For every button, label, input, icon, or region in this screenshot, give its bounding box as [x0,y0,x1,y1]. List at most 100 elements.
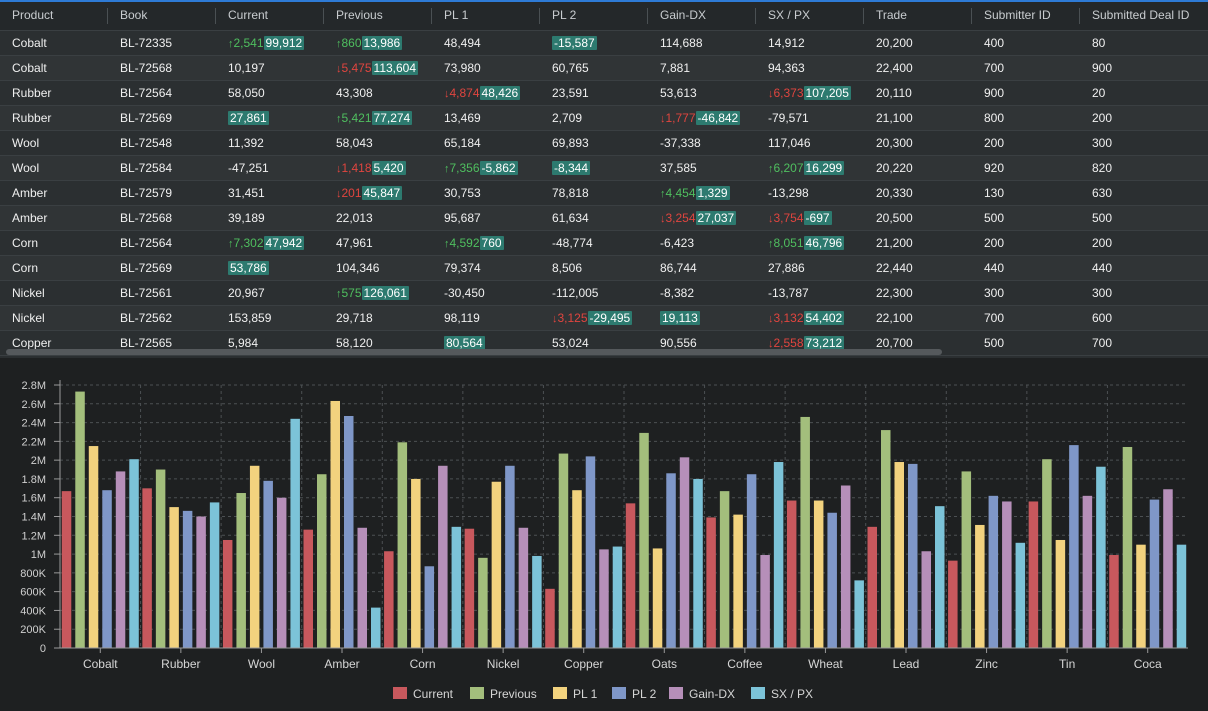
legend-swatch[interactable] [669,687,683,699]
cell-previous[interactable]: ↑5,421 77,274 [324,106,432,130]
cell-book[interactable]: BL-72564 [120,236,173,250]
cell-pl2[interactable]: 23,591 [540,81,648,105]
cell-gain[interactable]: ↓1,777 -46,842 [648,106,756,130]
cell-gain[interactable]: 90,556 [648,331,756,355]
cell-sxpx[interactable]: 14,912 [756,31,864,55]
cell-product[interactable]: Cobalt [12,61,47,75]
table-row[interactable]: Amber BL-72579 31,451 ↓201 45,847 30,753 78,81… [0,181,1208,206]
cell-book[interactable]: BL-72568 [120,211,173,225]
cell-gain[interactable]: ↑4,454 1,329 [648,181,756,205]
cell-previous[interactable]: ↑860 13,986 [324,31,432,55]
cell-book[interactable]: BL-72569 [120,261,173,275]
cell-pl1[interactable]: 65,184 [432,131,540,155]
cell-trade[interactable]: 22,400 [876,61,913,75]
column-separator[interactable] [323,8,324,24]
cell-previous[interactable]: 58,043 [324,131,432,155]
cell-pl1[interactable]: 95,687 [432,206,540,230]
legend-label[interactable]: Gain-DX [689,687,735,701]
cell-trade[interactable]: 20,300 [876,136,913,150]
cell-gain[interactable]: 114,688 [648,31,756,55]
column-header-submitted-deal-id[interactable]: Submitted Deal ID [1092,8,1190,22]
cell-current[interactable]: ↑2,541 99,912 [216,31,324,55]
table-row[interactable]: Rubber BL-72569 27,861 ↑5,421 77,274 13,469 2,… [0,106,1208,131]
cell-product[interactable]: Corn [12,261,39,275]
cell-pl2[interactable]: 60,765 [540,56,648,80]
legend-label[interactable]: PL 1 [573,687,598,701]
cell-previous[interactable]: ↑575 126,061 [324,281,432,305]
cell-deal[interactable]: 900 [1092,61,1113,75]
cell-book[interactable]: BL-72565 [120,336,173,350]
cell-sxpx[interactable]: -13,298 [756,181,864,205]
cell-sxpx[interactable]: 94,363 [756,56,864,80]
column-header-pl-2[interactable]: PL 2 [552,8,577,22]
table-row[interactable]: Nickel BL-72561 20,967 ↑575 126,061 -30,450 -1… [0,281,1208,306]
cell-current[interactable]: 5,984 [216,331,324,355]
cell-trade[interactable]: 20,500 [876,211,913,225]
column-header-trade[interactable]: Trade [876,8,907,22]
cell-previous[interactable]: 22,013 [324,206,432,230]
cell-trade[interactable]: 21,100 [876,111,913,125]
cell-sxpx[interactable]: -79,571 [756,106,864,130]
legend-label[interactable]: Current [413,687,454,701]
table-row[interactable]: Corn BL-72564 ↑7,302 47,942 47,961 ↑4,592 760-… [0,231,1208,256]
cell-pl2[interactable]: -48,774 [540,231,648,255]
cell-current[interactable]: 153,859 [216,306,324,330]
cell-submitter[interactable]: 920 [984,161,1005,175]
cell-product[interactable]: Copper [12,336,52,350]
cell-deal[interactable]: 630 [1092,186,1113,200]
column-header-submitter-id[interactable]: Submitter ID [984,8,1051,22]
cell-pl1[interactable]: ↑4,592 760 [432,231,540,255]
cell-book[interactable]: BL-72564 [120,86,173,100]
cell-submitter[interactable]: 900 [984,86,1005,100]
cell-trade[interactable]: 22,100 [876,311,913,325]
cell-sxpx[interactable]: ↓3,754 -697 [756,206,864,230]
cell-submitter[interactable]: 500 [984,336,1005,350]
cell-gain[interactable]: 86,744 [648,256,756,280]
cell-pl1[interactable]: ↑7,356 -5,862 [432,156,540,180]
cell-product[interactable]: Amber [12,186,48,200]
cell-deal[interactable]: 20 [1092,86,1106,100]
cell-current[interactable]: 10,197 [216,56,324,80]
cell-pl2[interactable]: 69,893 [540,131,648,155]
cell-current[interactable]: 11,392 [216,131,324,155]
cell-gain[interactable]: 19,113 [648,306,756,330]
cell-pl2[interactable]: 8,506 [540,256,648,280]
cell-trade[interactable]: 20,330 [876,186,913,200]
cell-submitter[interactable]: 440 [984,261,1005,275]
cell-previous[interactable]: ↓201 45,847 [324,181,432,205]
cell-pl1[interactable]: ↓4,874 48,426 [432,81,540,105]
cell-previous[interactable]: 29,718 [324,306,432,330]
cell-book[interactable]: BL-72568 [120,61,173,75]
cell-submitter[interactable]: 200 [984,136,1005,150]
cell-pl2[interactable]: 53,024 [540,331,648,355]
legend-swatch[interactable] [553,687,567,699]
cell-previous[interactable]: 58,120 [324,331,432,355]
cell-current[interactable]: 39,189 [216,206,324,230]
table-row[interactable]: Cobalt BL-72335 ↑2,541 99,912 ↑860 13,986 48,4… [0,31,1208,56]
cell-product[interactable]: Wool [12,136,40,150]
cell-product[interactable]: Cobalt [12,36,47,50]
cell-pl2[interactable]: 2,709 [540,106,648,130]
cell-trade[interactable]: 21,200 [876,236,913,250]
cell-pl1[interactable]: 79,374 [432,256,540,280]
cell-pl1[interactable]: 30,753 [432,181,540,205]
cell-deal[interactable]: 200 [1092,236,1113,250]
cell-previous[interactable]: 104,346 [324,256,432,280]
column-header-current[interactable]: Current [228,8,269,22]
cell-trade[interactable]: 22,440 [876,261,913,275]
cell-sxpx[interactable]: 27,886 [756,256,864,280]
cell-submitter[interactable]: 800 [984,111,1005,125]
cell-pl2[interactable]: 78,818 [540,181,648,205]
table-row[interactable]: Wool BL-72548 11,392 58,043 65,184 69,893 -37,… [0,131,1208,156]
column-header-gain-dx[interactable]: Gain-DX [660,8,707,22]
cell-book[interactable]: BL-72584 [120,161,173,175]
column-header-book[interactable]: Book [120,8,148,22]
cell-sxpx[interactable]: ↑6,207 16,299 [756,156,864,180]
legend-label[interactable]: Previous [490,687,537,701]
cell-sxpx[interactable]: ↓3,132 54,402 [756,306,864,330]
column-separator[interactable] [755,8,756,24]
horizontal-scrollbar[interactable] [6,349,942,355]
cell-gain[interactable]: -37,338 [648,131,756,155]
column-separator[interactable] [647,8,648,24]
column-separator[interactable] [431,8,432,24]
